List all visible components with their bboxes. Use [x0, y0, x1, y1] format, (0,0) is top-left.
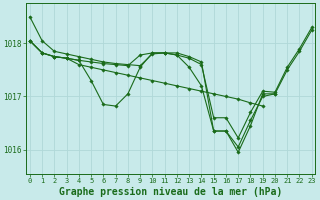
X-axis label: Graphe pression niveau de la mer (hPa): Graphe pression niveau de la mer (hPa) — [59, 186, 283, 197]
